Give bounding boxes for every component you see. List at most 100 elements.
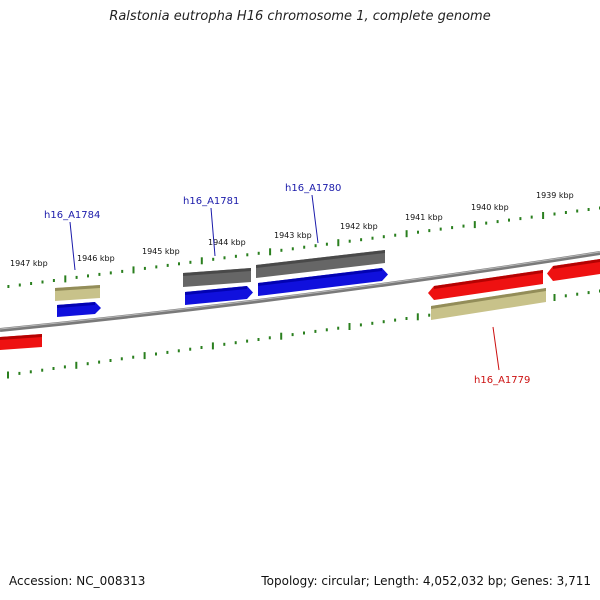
reverse-gene-edge-right-top-edge [553,259,600,269]
outer-tick [246,253,249,257]
inner-tick [63,365,66,369]
outer-tick [189,260,192,264]
outer-tick [325,242,328,246]
inner-tick [428,313,431,317]
inner-tick [416,313,419,321]
outer-tick [132,266,135,274]
cds-feature-h16-a1784-top-edge [55,285,100,291]
forward-gene-h16-a1784[interactable] [57,302,101,317]
gene-leader-h16-a1779 [492,326,500,371]
tick-label-1941: 1941 kbp [405,213,443,222]
outer-tick [280,248,283,252]
outer-tick [7,285,10,288]
outer-tick [553,212,556,216]
outer-tick [439,227,442,231]
inner-tick [257,338,260,341]
inner-tick [234,341,237,345]
inner-tick [553,294,556,301]
outer-tick [291,247,294,251]
inner-tick [223,342,226,346]
forward-gene-h16-a1781[interactable] [185,286,253,305]
inner-tick [371,321,374,325]
inner-tick [7,371,9,379]
gene-label-h16-a1781[interactable]: h16_A1781 [183,196,239,207]
inner-tick [52,367,55,370]
inner-tick [394,318,397,322]
outer-tick [485,221,488,225]
tick-label-1946: 1946 kbp [77,254,115,263]
inner-tick [359,323,362,327]
gray-feature-h16-a1780[interactable] [256,250,385,278]
inner-tick [75,361,78,369]
outer-tick [462,224,465,228]
outer-tick [428,229,431,233]
inner-tick [189,347,192,351]
outer-tick [223,256,226,260]
map-title: Ralstonia eutropha H16 chromosome 1, com… [109,9,491,24]
outer-tick [269,248,272,256]
inner-tick [109,359,112,362]
inner-tick [166,350,169,354]
cds-feature-h16-a1779[interactable] [431,288,546,320]
outer-tick [314,244,317,248]
tick-label-1944: 1944 kbp [208,238,246,247]
outer-tick [576,209,579,213]
outer-tick [30,282,33,285]
outer-tick [87,274,89,278]
outer-tick [587,208,590,211]
outer-tick [451,226,454,230]
outer-tick [542,212,545,219]
reverse-gene-edge-right[interactable] [547,259,600,281]
inner-tick [200,346,203,349]
gene-label-layer: h16_A1784 h16_A1781 h16_A1780 h16_A1779 [44,183,530,386]
outer-tick [360,238,363,242]
cds-feature-h16-a1779-body [431,288,546,320]
gray-feature-h16-a1781-top-edge [183,268,251,276]
feature-layer [0,250,600,350]
gray-feature-h16-a1780-body [256,250,385,278]
tick-label-1940: 1940 kbp [471,203,509,212]
outer-tick [405,230,408,238]
outer-tick [178,262,180,266]
inner-tick [98,360,101,364]
outer-tick [303,245,306,249]
genome-summary: Topology: circular; Length: 4,052,032 bp… [261,574,591,588]
accession-label: Accession: NC_008313 [9,574,146,588]
forward-gene-h16-a1780[interactable] [258,268,388,296]
gene-label-h16-a1779[interactable]: h16_A1779 [474,375,530,386]
outer-tick [382,235,385,239]
inner-tick [280,332,283,340]
outer-tick-track [7,206,600,288]
outer-tick [64,275,67,283]
reverse-gene-h16-a1779-top-edge [434,270,543,289]
reverse-gene-edge-left-top-edge [0,334,42,340]
gene-label-h16-a1780[interactable]: h16_A1780 [285,183,341,194]
outer-tick [473,221,476,229]
reverse-gene-h16-a1779-body [428,270,543,300]
inner-tick [86,362,89,366]
inner-tick [143,352,146,360]
inner-tick [576,292,579,296]
outer-tick [337,239,340,247]
outer-tick [75,275,78,279]
outer-tick [155,265,158,269]
inner-tick [268,336,271,340]
outer-tick [52,279,55,282]
forward-gene-h16-a1781-top-edge [185,286,247,295]
outer-tick [41,280,44,284]
gene-label-h16-a1784[interactable]: h16_A1784 [44,210,100,221]
reverse-gene-edge-left[interactable] [0,334,42,350]
gene-leader-h16-a1780 [311,194,319,244]
forward-gene-h16-a1784-top-edge [57,302,95,308]
outer-tick [121,269,124,273]
inner-tick [211,342,214,350]
outer-tick [519,217,522,221]
reverse-gene-edge-right-body [547,259,600,281]
cds-feature-h16-a1779-top-edge [431,288,546,309]
outer-tick [166,263,169,267]
gray-feature-h16-a1781[interactable] [183,268,251,287]
reverse-gene-h16-a1779[interactable] [428,270,543,300]
cds-feature-h16-a1784[interactable] [55,285,100,301]
tick-label-1947: 1947 kbp [10,259,48,268]
outer-tick [371,236,374,240]
